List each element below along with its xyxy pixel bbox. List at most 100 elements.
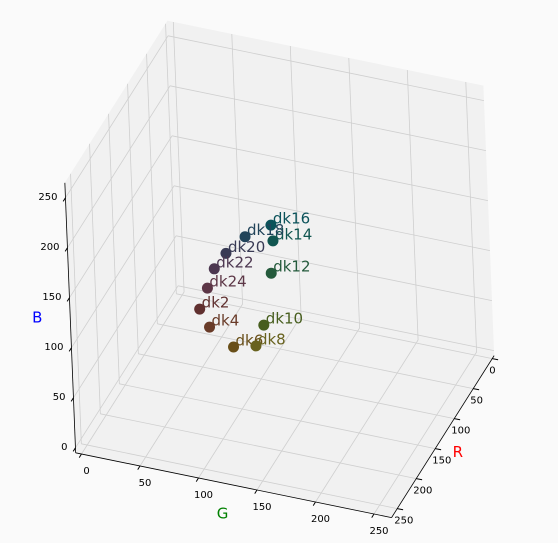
grid-line xyxy=(67,85,171,249)
grid-line xyxy=(172,21,185,293)
z-tick-label: 0 xyxy=(61,442,67,453)
tick-mark xyxy=(435,448,442,451)
tick-mark xyxy=(254,489,258,494)
grid-line xyxy=(165,23,177,294)
x-tick-label: 250 xyxy=(394,516,413,527)
grid-line xyxy=(70,173,82,444)
tick-mark xyxy=(492,358,499,361)
x-axis-label: R xyxy=(453,443,463,461)
point-label: dk24 xyxy=(209,273,246,291)
grid-line xyxy=(146,53,158,324)
z-tick-label: 100 xyxy=(44,342,63,353)
tick-mark xyxy=(454,418,461,421)
point xyxy=(267,235,279,247)
grid-line xyxy=(176,293,493,359)
point xyxy=(194,303,206,315)
x-tick-label: 150 xyxy=(432,456,451,467)
grid-line xyxy=(139,303,243,467)
grid-line xyxy=(127,83,139,354)
grid-line xyxy=(157,323,474,389)
y-tick-label: 0 xyxy=(83,466,89,477)
point xyxy=(201,282,213,294)
grid-line xyxy=(465,81,477,353)
tick-mark xyxy=(70,397,74,402)
tick-mark xyxy=(397,508,404,511)
tick-mark xyxy=(62,197,66,202)
y-tick-label: 150 xyxy=(252,502,271,513)
grid-line xyxy=(71,185,175,349)
point-label: dk12 xyxy=(273,258,310,276)
z-tick-label: 150 xyxy=(42,292,61,303)
point-label: dk4 xyxy=(212,312,240,330)
tick-mark xyxy=(473,388,480,391)
axis-line xyxy=(75,452,392,518)
grid-line xyxy=(175,235,493,301)
y-tick-label: 200 xyxy=(311,514,330,525)
y-axis-label: G xyxy=(217,505,229,523)
grid-line xyxy=(69,135,173,299)
tick-mark xyxy=(64,247,68,252)
point-label: dk14 xyxy=(275,225,312,243)
x-tick-label: 200 xyxy=(413,486,432,497)
grid-line xyxy=(65,35,169,199)
tick-mark xyxy=(66,297,70,302)
grid-line xyxy=(167,35,485,101)
grid-line xyxy=(169,85,487,151)
axis-line xyxy=(64,182,77,453)
floor-pane xyxy=(75,290,495,518)
y-tick-label: 100 xyxy=(194,490,213,501)
z-axis-label: B xyxy=(32,308,42,326)
point-label: dk18 xyxy=(247,221,284,239)
grid-line xyxy=(138,353,455,419)
grid-line xyxy=(171,135,489,201)
point xyxy=(258,319,270,331)
grid-line xyxy=(173,185,491,251)
grid-line xyxy=(81,443,398,509)
tick-mark xyxy=(78,453,82,458)
x-tick-label: 50 xyxy=(470,396,483,407)
point xyxy=(265,267,277,279)
z-tick-label: 200 xyxy=(40,242,59,253)
grid-line xyxy=(348,57,360,329)
grid-line xyxy=(406,69,419,341)
grid-line xyxy=(89,143,101,414)
x-tick-label: 0 xyxy=(489,366,495,377)
grid-line xyxy=(100,413,417,479)
grid-line xyxy=(315,339,419,503)
back-pane xyxy=(167,20,495,356)
grid-line xyxy=(198,315,302,479)
tick-mark xyxy=(312,501,316,506)
grid-line xyxy=(289,45,302,317)
y-tick-label: 250 xyxy=(369,526,388,537)
point xyxy=(204,321,216,333)
tick-mark xyxy=(416,478,423,481)
point xyxy=(265,219,277,231)
point xyxy=(208,263,220,275)
grid-line xyxy=(177,285,495,351)
point-label: dk2 xyxy=(202,294,230,312)
grid-line xyxy=(108,113,120,384)
tick-mark xyxy=(137,465,141,470)
grid-line xyxy=(119,383,436,449)
grid-line xyxy=(73,235,177,399)
tick-mark xyxy=(371,513,375,518)
grid-line xyxy=(231,33,243,305)
y-tick-label: 50 xyxy=(139,478,152,489)
tick-mark xyxy=(195,477,199,482)
grid-line xyxy=(256,327,360,491)
grid-line xyxy=(373,351,477,515)
tick-mark xyxy=(68,347,72,352)
x-tick-label: 100 xyxy=(451,426,470,437)
z-tick-label: 250 xyxy=(38,192,57,203)
grid-line xyxy=(81,291,185,455)
axis-line xyxy=(391,355,495,518)
point xyxy=(239,231,251,243)
point-label: dk22 xyxy=(216,253,253,271)
point-label: dk16 xyxy=(273,210,310,228)
point-label: dk20 xyxy=(228,238,265,256)
point xyxy=(250,340,262,352)
z-tick-label: 50 xyxy=(53,392,66,403)
point xyxy=(228,341,240,353)
point-label: dk10 xyxy=(266,310,303,328)
